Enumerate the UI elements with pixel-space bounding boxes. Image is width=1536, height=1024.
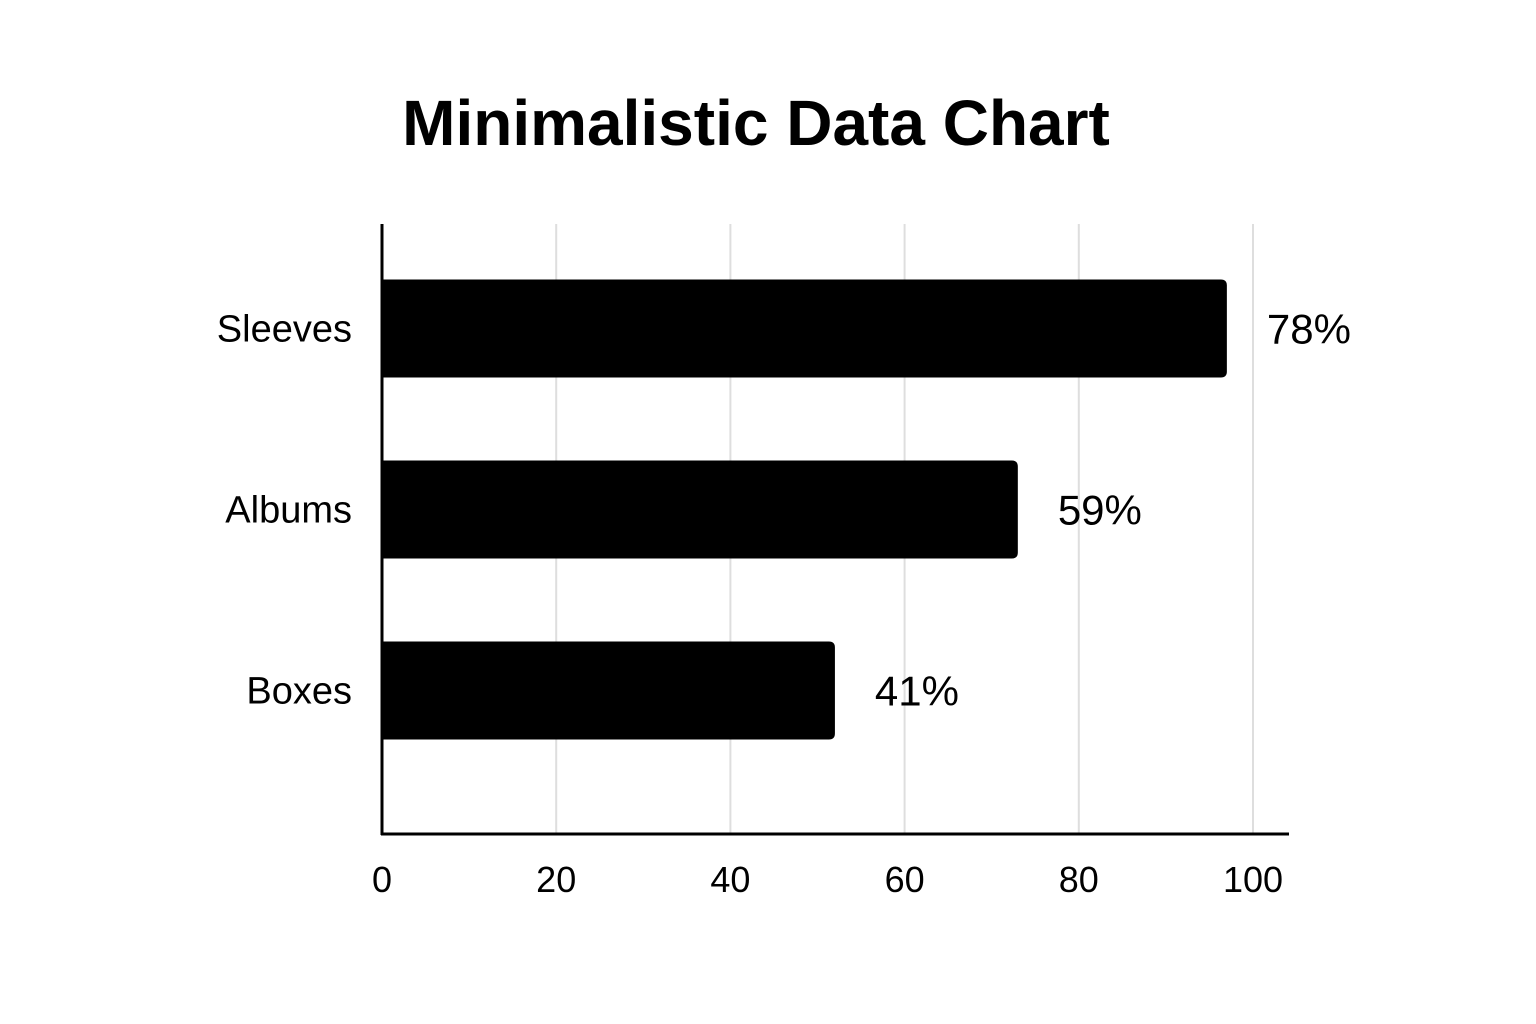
x-tick-label: 20 (536, 859, 576, 900)
bar-sleeves (382, 279, 1227, 378)
value-label-boxes: 41% (875, 668, 959, 715)
x-tick-label: 100 (1223, 859, 1283, 900)
x-tick-label: 80 (1059, 859, 1099, 900)
category-label-albums: Albums (225, 490, 352, 532)
category-label-sleeves: Sleeves (217, 309, 352, 351)
axes (380, 224, 1289, 836)
bars (382, 279, 1227, 740)
x-tick-label: 60 (885, 859, 925, 900)
value-label-sleeves: 78% (1267, 306, 1351, 353)
x-tick-label: 0 (372, 859, 392, 900)
x-tick-label: 40 (710, 859, 750, 900)
bar-albums (382, 460, 1018, 559)
category-label-boxes: Boxes (246, 671, 352, 713)
chart-title: Minimalistic Data Chart (402, 87, 1110, 159)
bar-boxes (382, 641, 835, 740)
labels: 0 20 40 60 80 100 Sleeves 78% Albums 59% Boxes 41% (217, 306, 1351, 901)
value-label-albums: 59% (1058, 487, 1142, 534)
